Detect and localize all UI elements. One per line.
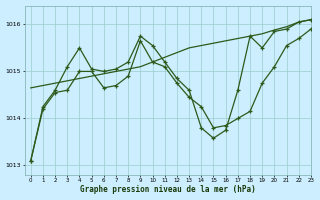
X-axis label: Graphe pression niveau de la mer (hPa): Graphe pression niveau de la mer (hPa) [80, 185, 256, 194]
